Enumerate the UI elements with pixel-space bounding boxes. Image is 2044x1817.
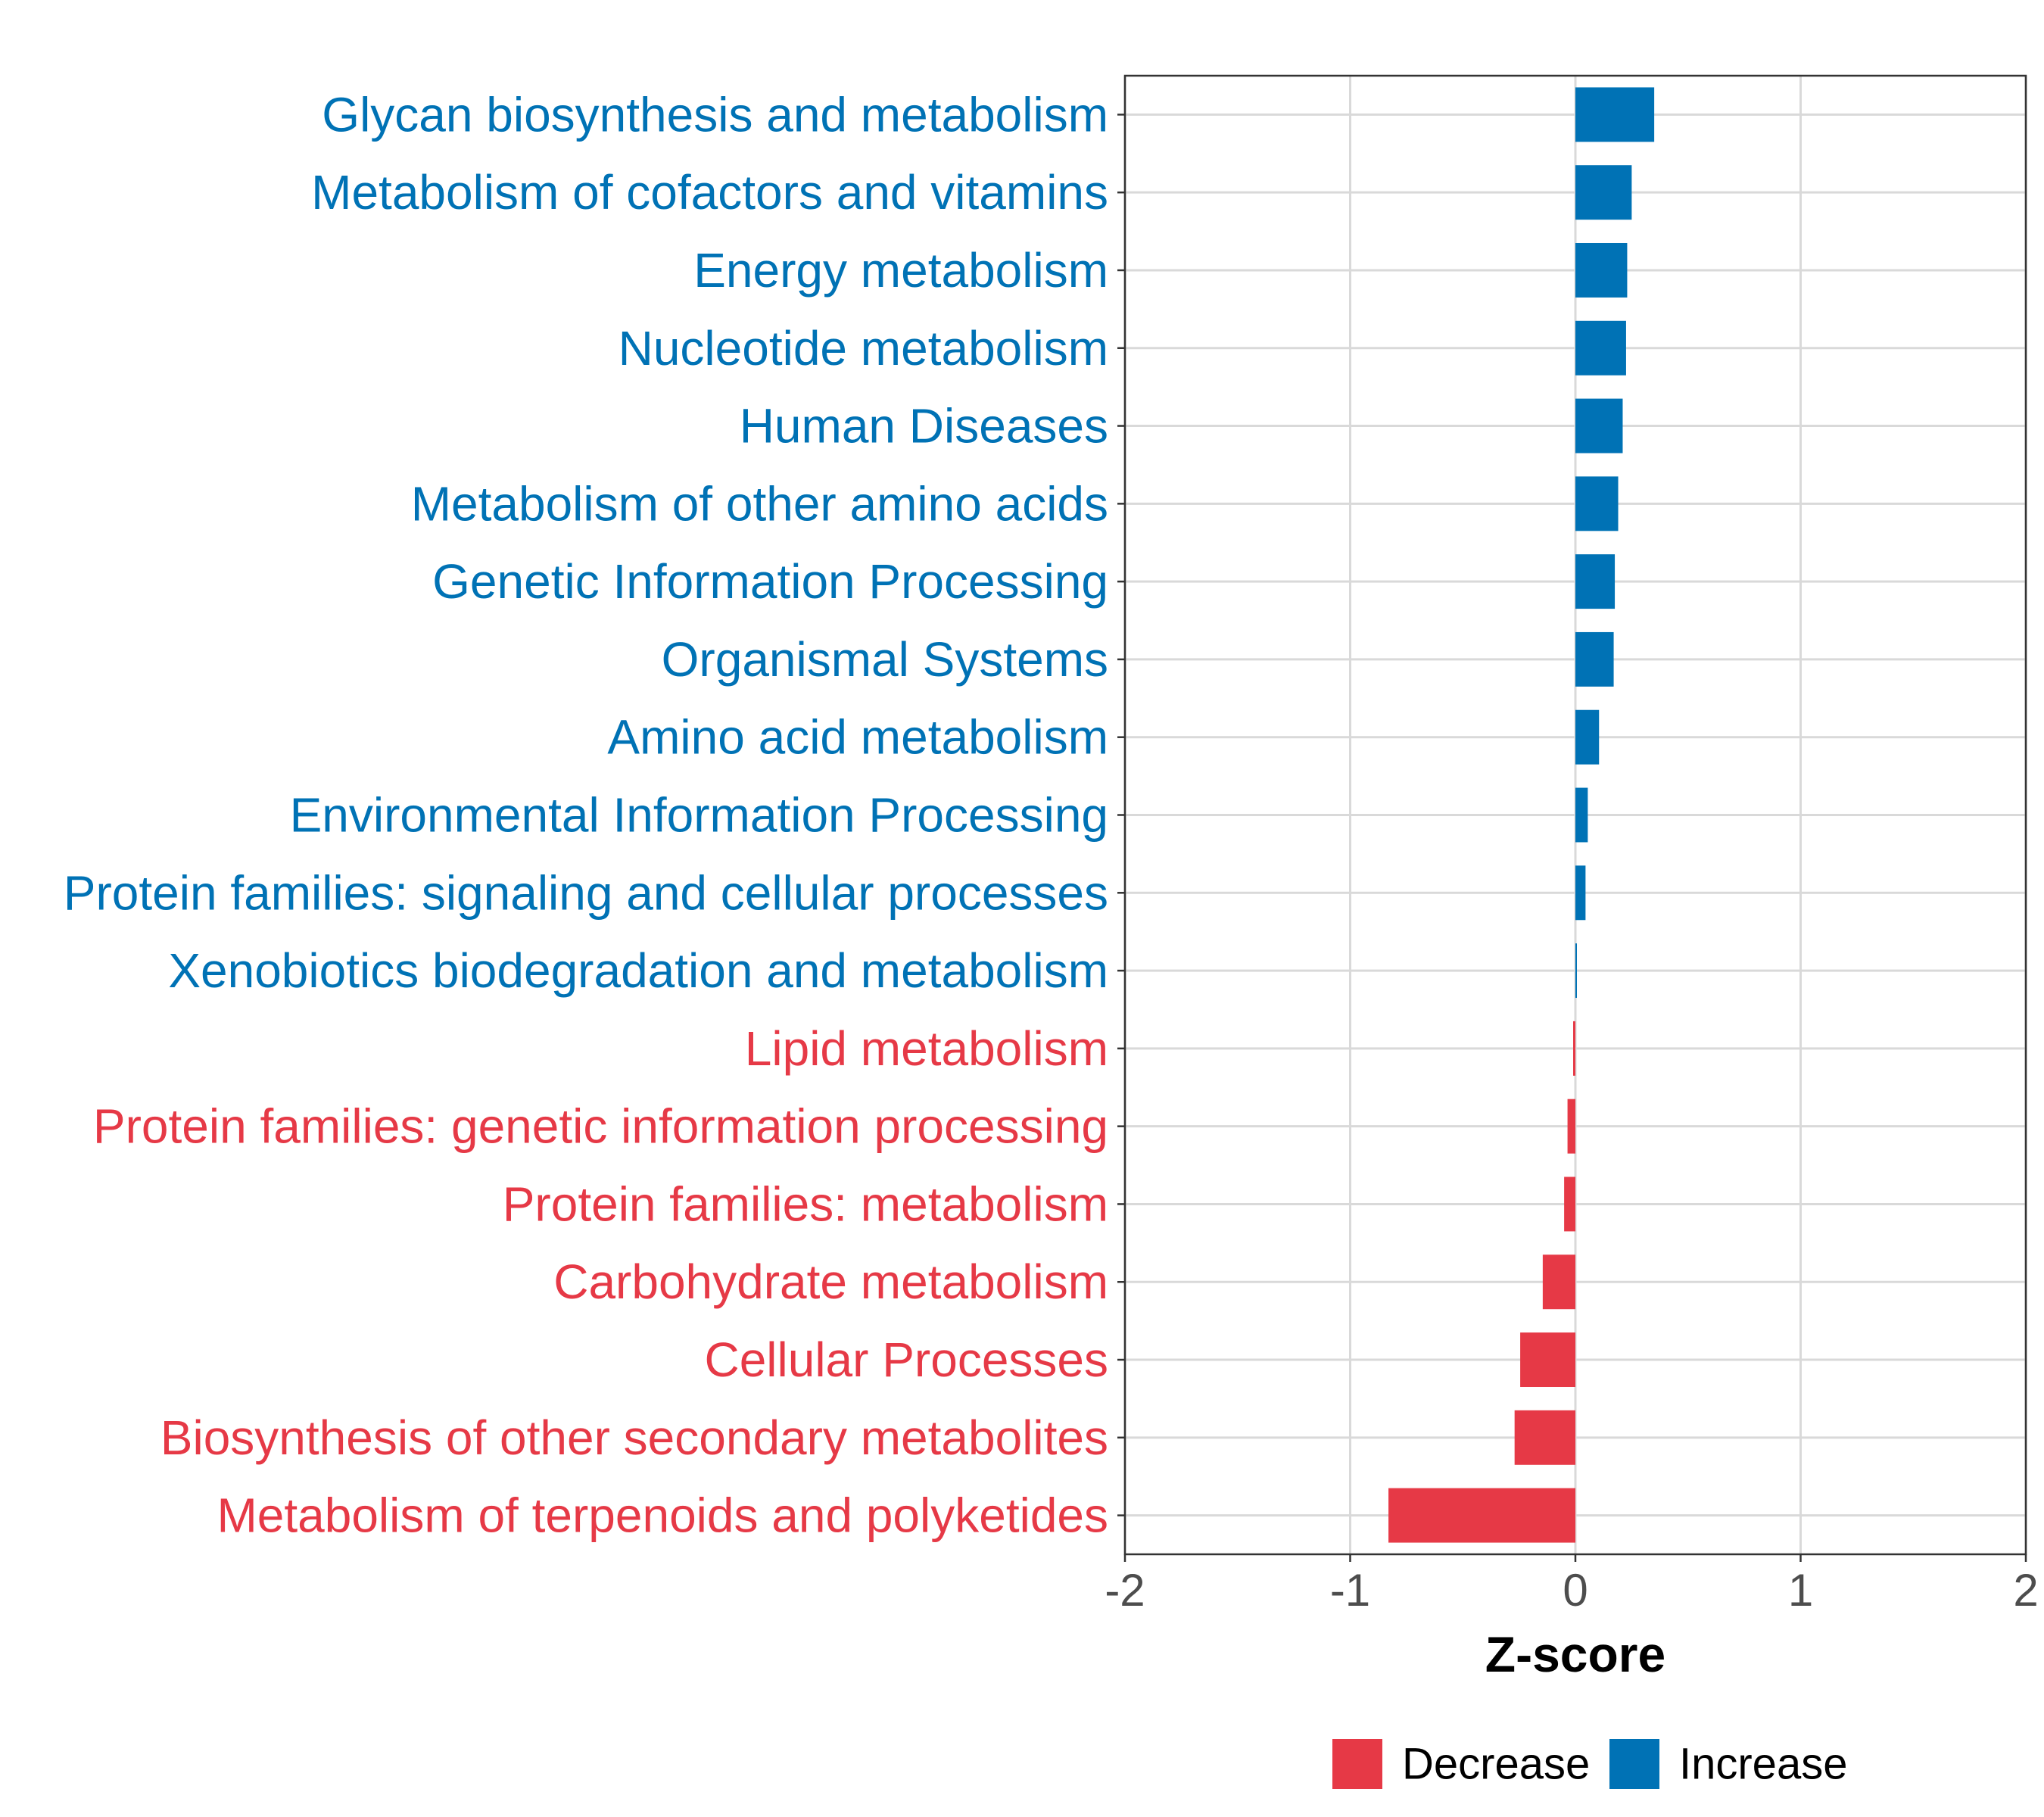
x-tick-label: 1 [1788,1565,1813,1616]
bar [1575,787,1588,843]
category-label: Glycan biosynthesis and metabolism [322,87,1108,142]
bar [1575,476,1619,531]
category-label: Environmental Information Processing [290,788,1108,843]
bar [1575,554,1616,609]
legend-swatch-decrease [1332,1739,1382,1789]
category-label: Protein families: genetic information pr… [93,1099,1108,1154]
x-axis-title: Z-score [1485,1626,1665,1682]
bar [1567,1099,1575,1154]
bar [1575,398,1623,453]
category-label: Metabolism of other amino acids [411,476,1108,531]
legend: Decrease Increase [1332,1739,1847,1789]
bar [1575,865,1586,921]
bar [1542,1254,1575,1310]
category-label: Xenobiotics biodegradation and metabolis… [168,943,1108,998]
category-label: Genetic Information Processing [432,554,1108,609]
category-label: Protein families: signaling and cellular… [64,865,1108,920]
category-label: Energy metabolism [693,243,1108,298]
bar [1575,709,1600,765]
legend-label-increase: Increase [1679,1740,1847,1789]
category-label: Lipid metabolism [745,1021,1108,1076]
bar [1575,943,1577,999]
category-label: Biosynthesis of other secondary metaboli… [160,1410,1108,1465]
bar [1575,631,1614,687]
legend-swatch-increase [1609,1739,1659,1789]
category-label: Nucleotide metabolism [618,321,1108,376]
category-labels: Glycan biosynthesis and metabolism Metabo… [64,87,1108,1542]
category-label: Metabolism of terpenoids and polyketides [217,1488,1108,1543]
category-label: Human Diseases [740,399,1108,453]
bar [1575,87,1655,142]
bar [1520,1332,1575,1388]
bar [1388,1488,1575,1543]
bar [1575,242,1628,298]
category-label: Metabolism of cofactors and vitamins [311,165,1108,220]
bar [1575,165,1632,220]
x-axis: -2 -1 0 1 2 [1105,1554,2039,1616]
y-axis-ticks [1117,114,1125,1516]
legend-label-decrease: Decrease [1402,1740,1590,1789]
category-label: Protein families: metabolism [503,1177,1108,1231]
bar [1575,320,1626,376]
category-label: Organismal Systems [662,632,1108,687]
category-label: Amino acid metabolism [607,710,1108,765]
category-label: Carbohydrate metabolism [553,1254,1108,1309]
bar [1514,1410,1575,1465]
category-label: Cellular Processes [704,1332,1108,1387]
bar [1564,1177,1575,1232]
x-tick-label: 2 [2013,1565,2038,1616]
bar [1573,1021,1575,1076]
x-tick-label: 0 [1563,1565,1588,1616]
bars [1388,87,1655,1543]
x-tick-label: -1 [1330,1565,1370,1616]
x-tick-label: -2 [1105,1565,1145,1616]
